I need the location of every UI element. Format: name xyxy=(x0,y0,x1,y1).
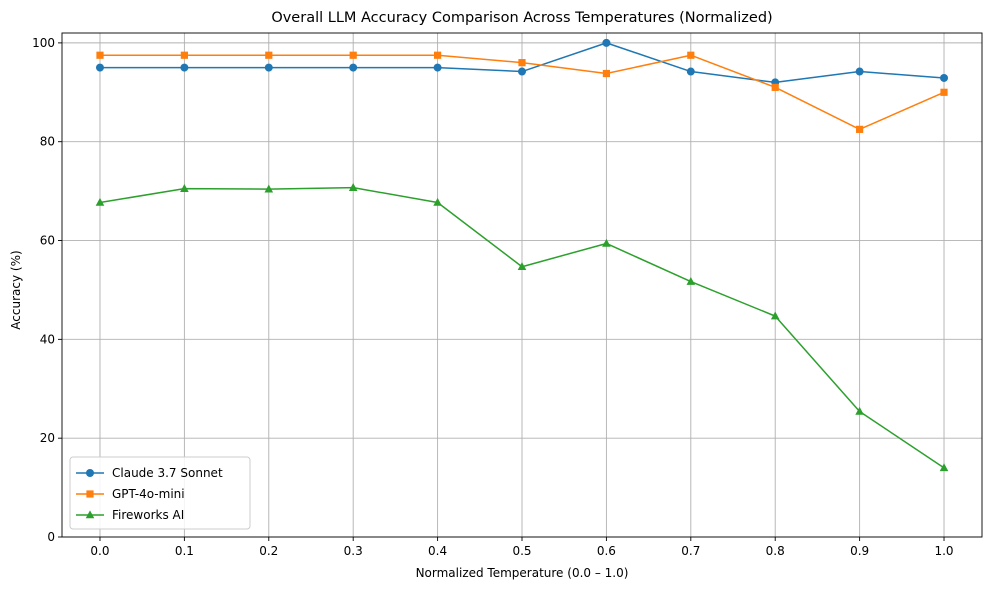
data-point xyxy=(602,238,611,247)
data-point xyxy=(264,184,274,193)
legend-item: GPT-4o-mini xyxy=(76,487,185,501)
data-point xyxy=(602,69,611,78)
legend: Claude 3.7 Sonnet GPT-4o-mini Fireworks AI xyxy=(69,456,251,530)
legend-marker xyxy=(86,490,94,498)
x-tick-label: 0.1 xyxy=(175,544,194,558)
data-point xyxy=(433,197,442,206)
legend-marker xyxy=(86,469,94,477)
chart-title: Overall LLM Accuracy Comparison Across T… xyxy=(271,10,772,26)
data-point xyxy=(770,311,780,320)
data-point xyxy=(686,67,695,76)
data-point xyxy=(939,463,949,472)
data-point xyxy=(180,184,189,192)
legend-marker xyxy=(85,510,95,519)
data-point xyxy=(687,51,695,59)
y-tick-label: 60 xyxy=(40,234,55,248)
y-tick-label: 20 xyxy=(40,431,55,445)
data-point xyxy=(433,51,442,59)
data-point xyxy=(518,67,526,76)
data-point xyxy=(265,51,273,59)
legend-label: GPT-4o-mini xyxy=(112,487,185,501)
data-point xyxy=(856,125,864,133)
data-point xyxy=(518,59,526,67)
x-tick-label: 0.7 xyxy=(681,544,700,558)
data-point xyxy=(348,183,358,191)
legend-item: Fireworks AI xyxy=(76,508,184,522)
x-tick-label: 1.0 xyxy=(934,544,953,558)
data-point xyxy=(855,67,864,76)
x-tick-label: 0.8 xyxy=(766,544,785,558)
data-point xyxy=(95,197,105,206)
y-axis-ticks: 0 20 40 60 80 100 xyxy=(32,36,62,544)
data-point xyxy=(940,73,949,82)
data-point xyxy=(180,51,188,59)
data-point xyxy=(686,276,696,285)
data-point xyxy=(349,51,357,59)
legend-label: Fireworks AI xyxy=(112,508,184,522)
y-tick-label: 100 xyxy=(32,36,55,50)
data-point xyxy=(602,38,611,47)
y-tick-label: 80 xyxy=(40,135,55,149)
x-axis-label: Normalized Temperature (0.0 – 1.0) xyxy=(416,566,629,580)
legend-box xyxy=(69,456,251,530)
plot-frame xyxy=(61,32,983,538)
data-point xyxy=(940,88,948,96)
x-tick-label: 0.6 xyxy=(597,544,616,558)
x-tick-label: 0.9 xyxy=(850,544,869,558)
data-point xyxy=(517,262,527,271)
data-point xyxy=(180,63,189,72)
series-1 xyxy=(96,51,948,133)
data-point xyxy=(771,83,779,91)
data-point xyxy=(855,406,864,415)
series-group xyxy=(95,38,949,472)
x-tick-label: 0.3 xyxy=(344,544,363,558)
data-point xyxy=(349,63,358,72)
data-point xyxy=(264,63,273,72)
y-axis-label: Accuracy (%) xyxy=(9,250,23,329)
y-tick-label: 40 xyxy=(40,332,55,346)
x-tick-label: 0.5 xyxy=(512,544,531,558)
series-2 xyxy=(95,183,949,472)
x-tick-label: 0.0 xyxy=(90,544,109,558)
y-tick-label: 0 xyxy=(47,530,55,544)
legend-label: Claude 3.7 Sonnet xyxy=(112,466,223,480)
data-point xyxy=(95,63,104,72)
x-tick-label: 0.2 xyxy=(259,544,278,558)
data-point xyxy=(96,51,104,59)
x-tick-label: 0.4 xyxy=(428,544,447,558)
legend-item: Claude 3.7 Sonnet xyxy=(76,466,223,480)
x-axis-ticks: 0.0 0.1 0.2 0.3 0.4 0.5 0.6 0.7 0.8 0.9 1.0 xyxy=(90,537,954,558)
data-point xyxy=(433,63,442,72)
